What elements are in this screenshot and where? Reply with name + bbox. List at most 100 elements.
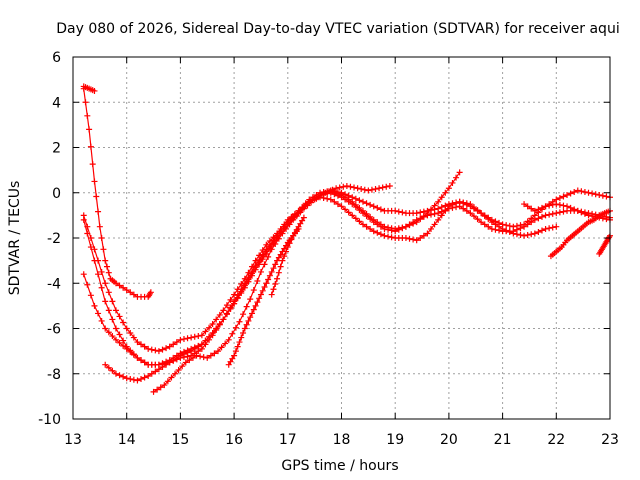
- data-point: [272, 261, 279, 268]
- data-point: [467, 201, 474, 208]
- x-tick-label: 19: [386, 432, 404, 448]
- data-point: [385, 224, 392, 231]
- data-point: [84, 112, 91, 119]
- data-point: [274, 232, 281, 239]
- data-point: [270, 237, 277, 244]
- data-point: [478, 210, 485, 217]
- data-point: [166, 359, 173, 366]
- data-point: [284, 244, 291, 251]
- data-point: [227, 358, 234, 365]
- data-point: [560, 202, 567, 209]
- data-point: [424, 230, 431, 237]
- data-point: [359, 221, 366, 228]
- data-point: [531, 230, 538, 237]
- data-point: [84, 230, 91, 237]
- y-tick-label: -10: [38, 412, 61, 428]
- data-point: [105, 307, 112, 314]
- data-point: [277, 251, 284, 258]
- data-point: [184, 335, 191, 342]
- data-point: [163, 360, 170, 367]
- data-point: [197, 353, 204, 360]
- data-point: [417, 216, 424, 223]
- data-point: [268, 246, 275, 253]
- data-point: [327, 196, 334, 203]
- data-point: [592, 191, 599, 198]
- data-point: [531, 216, 538, 223]
- data-point: [206, 324, 213, 331]
- data-point: [363, 210, 370, 217]
- series-track-10: [596, 232, 613, 257]
- data-point: [467, 210, 474, 217]
- data-point: [352, 215, 359, 222]
- data-point: [241, 325, 248, 332]
- data-point: [225, 361, 232, 368]
- data-point: [560, 208, 567, 215]
- data-point: [283, 248, 290, 255]
- data-point: [159, 346, 166, 353]
- data-point: [102, 361, 109, 368]
- data-point: [336, 184, 343, 191]
- data-point: [91, 178, 98, 185]
- data-point: [177, 354, 184, 361]
- data-point: [290, 232, 297, 239]
- data-point: [98, 235, 105, 241]
- y-tick-label: -4: [47, 276, 61, 292]
- data-point: [513, 231, 520, 238]
- data-point: [318, 192, 325, 199]
- data-point: [204, 354, 211, 361]
- data-point: [225, 336, 232, 343]
- data-point: [417, 235, 424, 241]
- data-point: [95, 271, 102, 278]
- data-point: [420, 213, 427, 220]
- data-point: [102, 325, 109, 332]
- data-point: [445, 203, 452, 210]
- data-point: [496, 223, 503, 230]
- data-point: [359, 207, 366, 214]
- data-point: [170, 341, 177, 348]
- data-point: [381, 232, 388, 239]
- data-point: [521, 232, 528, 239]
- data-point: [223, 302, 230, 309]
- data-point: [542, 212, 549, 219]
- data-point: [311, 196, 318, 203]
- data-point: [250, 287, 257, 294]
- data-point: [123, 325, 130, 332]
- data-point: [191, 333, 198, 340]
- data-point: [195, 333, 202, 340]
- data-point: [279, 257, 286, 264]
- data-point: [481, 213, 488, 220]
- data-point: [222, 340, 229, 347]
- data-point: [259, 251, 266, 258]
- data-point: [127, 289, 134, 296]
- data-point: [585, 189, 592, 196]
- data-point: [209, 320, 216, 327]
- data-point: [216, 321, 223, 328]
- data-point: [492, 226, 499, 233]
- data-point: [286, 240, 293, 247]
- data-point: [290, 216, 297, 223]
- data-point: [229, 330, 236, 337]
- data-point: [342, 194, 349, 201]
- data-point: [453, 200, 460, 207]
- data-point: [82, 99, 89, 106]
- data-point: [198, 345, 205, 352]
- data-point: [275, 254, 282, 261]
- data-point: [438, 194, 445, 201]
- data-point: [481, 221, 488, 228]
- data-point: [157, 384, 164, 391]
- data-point: [266, 272, 273, 279]
- x-tick-label: 15: [171, 432, 189, 448]
- data-point: [266, 241, 273, 248]
- data-point: [528, 205, 535, 212]
- data-point: [116, 331, 123, 338]
- data-point: [120, 337, 127, 344]
- data-point: [232, 348, 239, 355]
- data-point: [240, 311, 247, 318]
- data-point: [356, 197, 363, 204]
- data-point: [506, 228, 513, 235]
- data-point: [105, 289, 112, 296]
- data-point: [98, 284, 105, 291]
- data-point: [340, 183, 347, 190]
- data-point: [517, 225, 524, 232]
- data-point: [123, 375, 130, 382]
